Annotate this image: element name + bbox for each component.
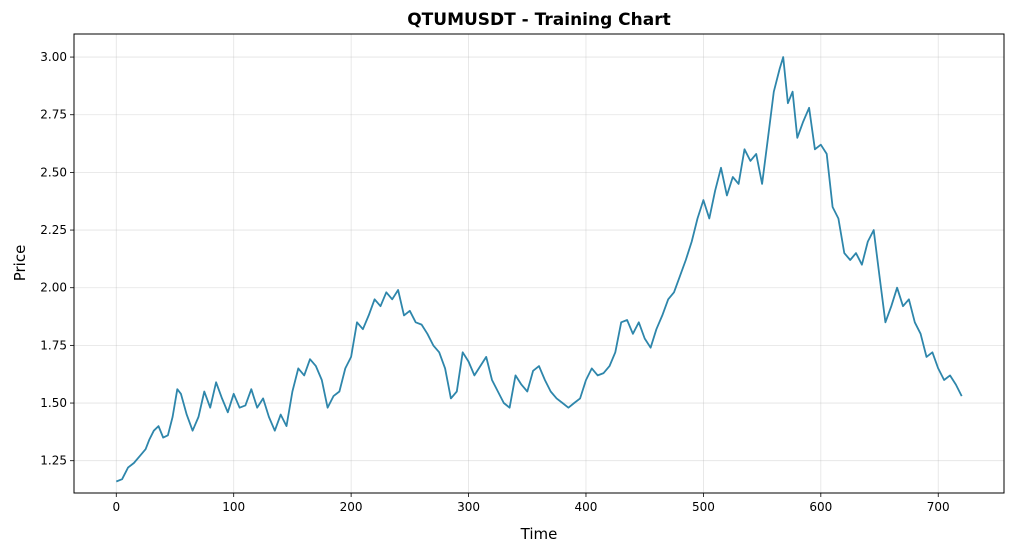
y-tick-label: 3.00 — [40, 50, 67, 64]
x-tick-label: 200 — [340, 500, 363, 514]
x-tick-label: 600 — [809, 500, 832, 514]
x-tick-label: 300 — [457, 500, 480, 514]
x-tick-label: 100 — [222, 500, 245, 514]
x-tick-label: 400 — [575, 500, 598, 514]
y-tick-label: 2.00 — [40, 281, 67, 295]
price-line — [115, 56, 963, 483]
chart-title: QTUMUSDT - Training Chart — [407, 10, 671, 30]
gridlines — [74, 34, 1004, 493]
plot-frame — [73, 33, 1005, 494]
x-tick-label: 500 — [692, 500, 715, 514]
y-tick-label: 2.25 — [40, 223, 67, 237]
y-tick-label: 2.50 — [40, 165, 67, 179]
y-tick-label: 1.75 — [40, 338, 67, 352]
y-tick-label: 2.75 — [40, 108, 67, 122]
y-tick-label: 1.50 — [40, 396, 67, 410]
plot-background — [74, 34, 1004, 493]
x-tick-label: 0 — [112, 500, 120, 514]
y-axis-label: Price — [11, 245, 29, 282]
x-axis-label: Time — [520, 525, 558, 543]
x-axis-ticks: 0 100 200 300 400 500 600 700 — [112, 493, 950, 514]
y-tick-label: 1.25 — [40, 454, 67, 468]
y-axis-ticks: 1.25 1.50 1.75 2.00 2.25 2.50 2.75 3.00 — [40, 50, 74, 468]
x-tick-label: 700 — [927, 500, 950, 514]
